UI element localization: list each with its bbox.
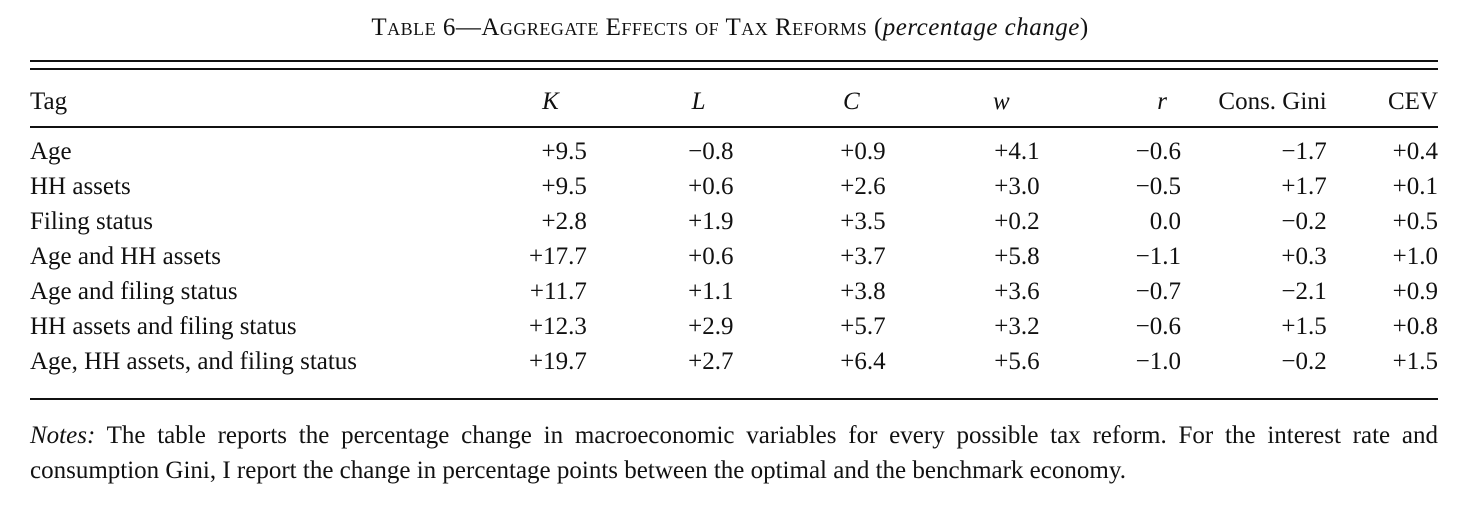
cell-r: 0.0 [1149, 208, 1181, 235]
cell-c: +6.4 [840, 348, 886, 375]
table-row: HH assets +9.5 +0.6 +2.6 +3.0 −0.5 +1.7 +0.1 [30, 169, 1438, 204]
cell-tag: HH assets [30, 173, 131, 200]
cell-cev: +0.8 [1392, 313, 1438, 340]
cell-k: +2.8 [541, 208, 587, 235]
cell-c: +3.8 [840, 278, 886, 305]
header-rule [30, 126, 1438, 128]
cell-w: +3.6 [994, 278, 1040, 305]
cell-c: +0.9 [840, 138, 886, 165]
cell-c: +3.7 [840, 243, 886, 270]
cell-r: −1.0 [1135, 348, 1181, 375]
cell-w: +4.1 [994, 138, 1040, 165]
table-body: Age +9.5 −0.8 +0.9 +4.1 −0.6 −1.7 +0.4 HH assets… [30, 134, 1438, 379]
cell-l: +1.9 [688, 208, 734, 235]
cell-c: +5.7 [840, 313, 886, 340]
cell-r: −0.6 [1135, 313, 1181, 340]
cell-w: +0.2 [994, 208, 1040, 235]
header-k: K [542, 88, 559, 115]
cell-cev: +0.5 [1392, 208, 1438, 235]
cell-l: −0.8 [688, 138, 734, 165]
table-row: Age and HH assets +17.7 +0.6 +3.7 +5.8 −1.1 +0… [30, 239, 1438, 274]
results-table: Tag K L C w r Cons. Gini CEV Age +9.5 −0.8… [30, 80, 1438, 379]
table-row: Age +9.5 −0.8 +0.9 +4.1 −0.6 −1.7 +0.4 [30, 134, 1438, 169]
table-subtitle: percentage change [882, 14, 1080, 41]
table-notes: Notes: The table reports the percentage … [30, 418, 1438, 488]
cell-l: +0.6 [688, 173, 734, 200]
header-c: C [842, 88, 860, 115]
cell-cons-gini: −1.7 [1281, 138, 1327, 165]
cell-c: +2.6 [840, 173, 886, 200]
header-w: w [992, 88, 1010, 115]
cell-k: +12.3 [528, 313, 587, 340]
caption-paren-open: ( [873, 14, 883, 41]
cell-cons-gini: +1.5 [1281, 313, 1327, 340]
top-rule-2 [30, 68, 1438, 70]
cell-tag: Age and HH assets [30, 243, 221, 270]
cell-w: +5.8 [994, 243, 1040, 270]
header-spacer [30, 124, 1438, 134]
cell-r: −0.5 [1135, 173, 1181, 200]
cell-r: −0.6 [1135, 138, 1181, 165]
cell-c: +3.5 [840, 208, 886, 235]
cell-tag: Filing status [30, 208, 153, 235]
bottom-rule [30, 398, 1438, 400]
cell-l: +2.9 [688, 313, 734, 340]
header-tag: Tag [30, 88, 68, 115]
cell-k: +11.7 [529, 278, 587, 305]
cell-r: −0.7 [1135, 278, 1181, 305]
top-rule-1 [30, 60, 1438, 62]
cell-l: +0.6 [688, 243, 734, 270]
cell-w: +3.0 [994, 173, 1040, 200]
caption-paren-close: ) [1079, 14, 1089, 41]
cell-tag: Age and filing status [30, 278, 238, 305]
cell-cons-gini: −0.2 [1281, 348, 1327, 375]
cell-w: +5.6 [994, 348, 1040, 375]
table-caption: Table 6—Aggregate Effects of Tax Reforms… [0, 14, 1460, 42]
cell-k: +9.5 [541, 173, 587, 200]
table-row: Age and filing status +11.7 +1.1 +3.8 +3.6 −0… [30, 274, 1438, 309]
cell-cev: +1.0 [1392, 243, 1438, 270]
table-row: Filing status +2.8 +1.9 +3.5 +0.2 0.0 −0.2 +0.5 [30, 204, 1438, 239]
cell-tag: Age [30, 138, 72, 165]
cell-cons-gini: −2.1 [1281, 278, 1327, 305]
cell-cons-gini: +0.3 [1281, 243, 1327, 270]
cell-k: +17.7 [528, 243, 587, 270]
cell-cev: +0.4 [1392, 138, 1438, 165]
header-cons-gini: Cons. Gini [1218, 88, 1327, 115]
notes-label: Notes: [30, 422, 96, 449]
header-row: Tag K L C w r Cons. Gini CEV [30, 80, 1438, 124]
header-l: L [691, 88, 706, 115]
cell-l: +1.1 [688, 278, 734, 305]
cell-tag: Age, HH assets, and filing status [30, 348, 358, 375]
cell-w: +3.2 [994, 313, 1040, 340]
notes-text: The table reports the percentage change … [30, 422, 1438, 484]
cell-k: +9.5 [541, 138, 587, 165]
cell-cev: +0.9 [1392, 278, 1438, 305]
cell-cev: +1.5 [1392, 348, 1438, 375]
table-title: Table 6—Aggregate Effects of Tax Reforms [371, 14, 868, 41]
cell-tag: HH assets and filing status [30, 313, 297, 340]
table-row: Age, HH assets, and filing status +19.7 +2… [30, 344, 1438, 379]
cell-r: −1.1 [1135, 243, 1181, 270]
cell-l: +2.7 [688, 348, 734, 375]
header-r: r [1157, 88, 1167, 115]
cell-k: +19.7 [528, 348, 587, 375]
table-row: HH assets and filing status +12.3 +2.9 +5.7… [30, 309, 1438, 344]
cell-cons-gini: +1.7 [1281, 173, 1327, 200]
header-cev: CEV [1388, 88, 1438, 115]
cell-cons-gini: −0.2 [1281, 208, 1327, 235]
cell-cev: +0.1 [1392, 173, 1438, 200]
